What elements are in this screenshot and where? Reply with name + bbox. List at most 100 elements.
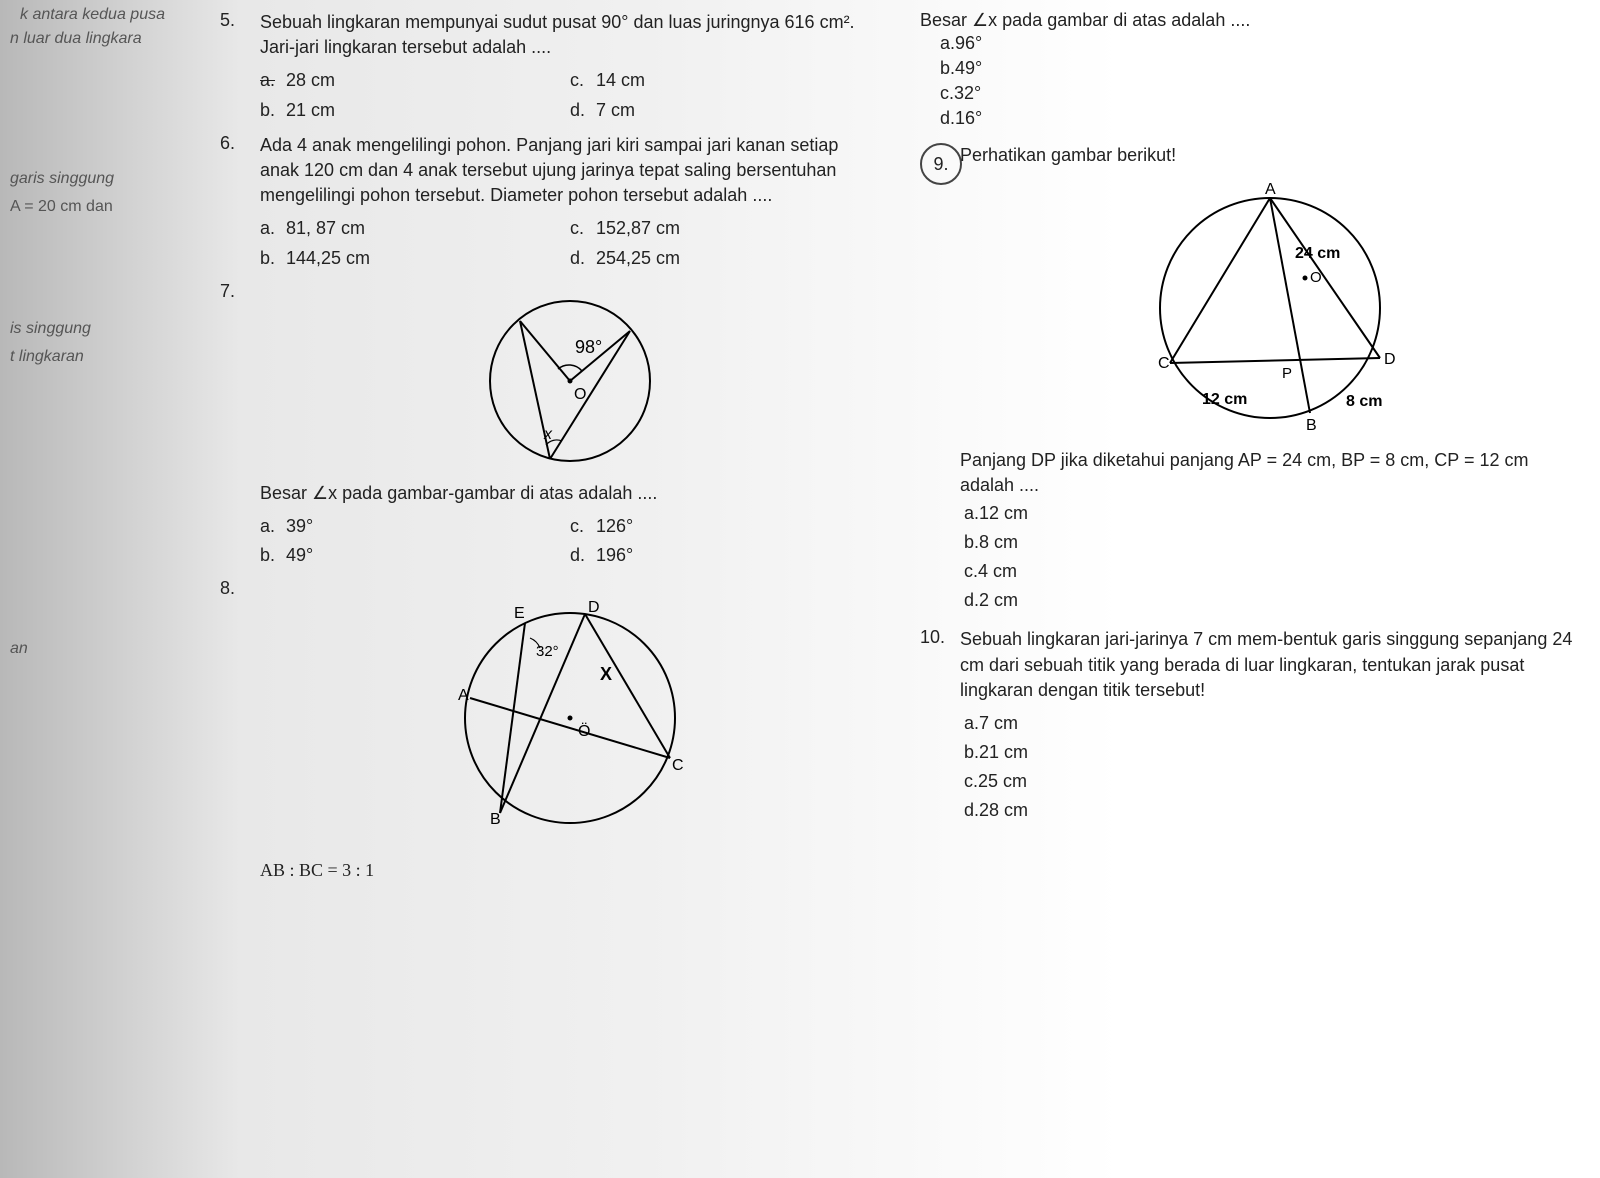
q8-label-c: C	[672, 757, 684, 774]
q9-a-text: 12 cm	[979, 503, 1028, 523]
q7-c-text: 126°	[596, 516, 633, 536]
q10-opt-b: b.21 cm	[964, 738, 1580, 767]
q9-m12: 12 cm	[1202, 391, 1247, 408]
q8-x-label: X	[600, 664, 612, 684]
q6-number: 6.	[220, 133, 260, 273]
q9-c-label: c.	[964, 561, 978, 581]
q9-label-b: B	[1306, 417, 1317, 434]
q10-b-label: b.	[964, 742, 979, 762]
question-8: 8. A B C D E Ö 32°	[220, 578, 880, 883]
q9-text: Perhatikan gambar berikut!	[960, 143, 1580, 168]
qtr-c-label: c.	[940, 83, 954, 103]
q8-label-a: A	[458, 687, 469, 704]
q7-center-o: O	[574, 386, 586, 403]
left-margin-fragments: k antara kedua pusa n luar dua lingkara …	[0, 0, 210, 1178]
q7-a-text: 39°	[286, 516, 313, 536]
q9-d-label: d.	[964, 590, 979, 610]
q7-opt-d: d.196°	[570, 541, 880, 570]
q10-a-text: 7 cm	[979, 713, 1018, 733]
q10-c-text: 25 cm	[978, 771, 1027, 791]
right-column: Besar ∠x pada gambar di atas adalah ....…	[920, 10, 1580, 891]
q5-b-text: 21 cm	[286, 100, 335, 120]
q10-opt-a: a.7 cm	[964, 709, 1580, 738]
q6-opt-a: a.81, 87 cm	[260, 214, 570, 243]
q6-opt-b: b.144,25 cm	[260, 244, 570, 273]
question-9: 9. Perhatikan gambar berikut! O A C D B	[920, 143, 1580, 615]
q9-label-c: C	[1158, 355, 1170, 372]
q6-d-text: 254,25 cm	[596, 248, 680, 268]
qtr-opt-c: c.32°	[940, 81, 1580, 106]
q10-d-text: 28 cm	[979, 800, 1028, 820]
qtr-a-label: a.	[940, 33, 955, 53]
q10-b-text: 21 cm	[979, 742, 1028, 762]
qtr-d-label: d.	[940, 108, 955, 128]
q-top-right-lead: Besar ∠x pada gambar di atas adalah ....	[920, 10, 1580, 31]
margin-frag-3: garis singgung	[10, 170, 114, 188]
q9-number: 9.	[920, 143, 960, 615]
q10-opt-c: c.25 cm	[964, 767, 1580, 796]
q7-d-text: 196°	[596, 545, 633, 565]
q7-angle-98: 98°	[575, 337, 602, 357]
q9-b-text: 8 cm	[979, 532, 1018, 552]
margin-frag-1: k antara kedua pusa	[20, 6, 165, 24]
q9-center-dot	[1303, 276, 1308, 281]
q8-ratio: AB : BC = 3 : 1	[260, 858, 880, 883]
q10-a-label: a.	[964, 713, 979, 733]
q5-number: 5.	[220, 10, 260, 125]
qtr-opt-b: b.49°	[940, 56, 1580, 81]
margin-frag-5: is singgung	[10, 320, 91, 338]
q7-circle-diagram: 98° O x	[480, 291, 660, 471]
q8-label-o: Ö	[578, 722, 590, 740]
margin-frag-6: t lingkaran	[10, 348, 84, 366]
question-6: 6. Ada 4 anak mengelilingi pohon. Panjan…	[220, 133, 880, 273]
q5-opt-b: b.21 cm	[260, 96, 570, 125]
q5-text: Sebuah lingkaran mempunyai sudut pusat 9…	[260, 10, 880, 60]
q8-label-d: D	[588, 599, 600, 616]
qtr-b-label: b.	[940, 58, 955, 78]
q5-c-label: c.	[570, 68, 596, 93]
qtr-opt-d: d.16°	[940, 106, 1580, 131]
q8-number: 8.	[220, 578, 260, 883]
q9-m24: 24 cm	[1295, 245, 1340, 262]
q6-text: Ada 4 anak mengelilingi pohon. Panjang j…	[260, 133, 880, 209]
left-column: 5. Sebuah lingkaran mempunyai sudut pusa…	[220, 10, 880, 891]
question-7: 7. 98° O x Besar ∠x pada ga	[220, 281, 880, 571]
q6-b-label: b.	[260, 246, 286, 271]
q10-c-label: c.	[964, 771, 978, 791]
margin-frag-7: an	[10, 640, 28, 658]
q7-center-dot	[568, 378, 573, 383]
q7-b-label: b.	[260, 543, 286, 568]
q10-text: Sebuah lingkaran jari-jarinya 7 cm mem-b…	[960, 627, 1580, 703]
q9-c-text: 4 cm	[978, 561, 1017, 581]
q5-opt-a: a.28 cm	[260, 66, 570, 95]
q10-number: 10.	[920, 627, 960, 825]
question-5: 5. Sebuah lingkaran mempunyai sudut pusa…	[220, 10, 880, 125]
q8-center-dot	[568, 716, 573, 721]
q7-number: 7.	[220, 281, 260, 571]
q9-circle	[1160, 198, 1380, 418]
q9-line-cd	[1170, 358, 1380, 363]
q9-opt-a: a.12 cm	[964, 499, 1580, 528]
q5-c-text: 14 cm	[596, 70, 645, 90]
q9-opt-b: b.8 cm	[964, 528, 1580, 557]
qtr-b-text: 49°	[955, 58, 982, 78]
q10-opt-d: d.28 cm	[964, 796, 1580, 825]
q9-opt-c: c.4 cm	[964, 557, 1580, 586]
q6-a-text: 81, 87 cm	[286, 218, 365, 238]
q6-c-text: 152,87 cm	[596, 218, 680, 238]
margin-frag-4: A = 20 cm dan	[10, 198, 113, 216]
q7-lead: Besar ∠x pada gambar-gambar di atas adal…	[260, 481, 880, 506]
qtr-c-text: 32°	[954, 83, 981, 103]
q9-d-text: 2 cm	[979, 590, 1018, 610]
q9-a-label: a.	[964, 503, 979, 523]
qtr-d-text: 16°	[955, 108, 982, 128]
q10-d-label: d.	[964, 800, 979, 820]
q9-line-ac	[1170, 198, 1270, 363]
q6-a-label: a.	[260, 216, 286, 241]
q5-b-label: b.	[260, 98, 286, 123]
qtr-opt-a: a.96°	[940, 31, 1580, 56]
q7-c-label: c.	[570, 514, 596, 539]
margin-frag-2: n luar dua lingkara	[10, 30, 142, 48]
q9-line-ad	[1270, 198, 1380, 358]
q5-opt-c: c.14 cm	[570, 66, 880, 95]
